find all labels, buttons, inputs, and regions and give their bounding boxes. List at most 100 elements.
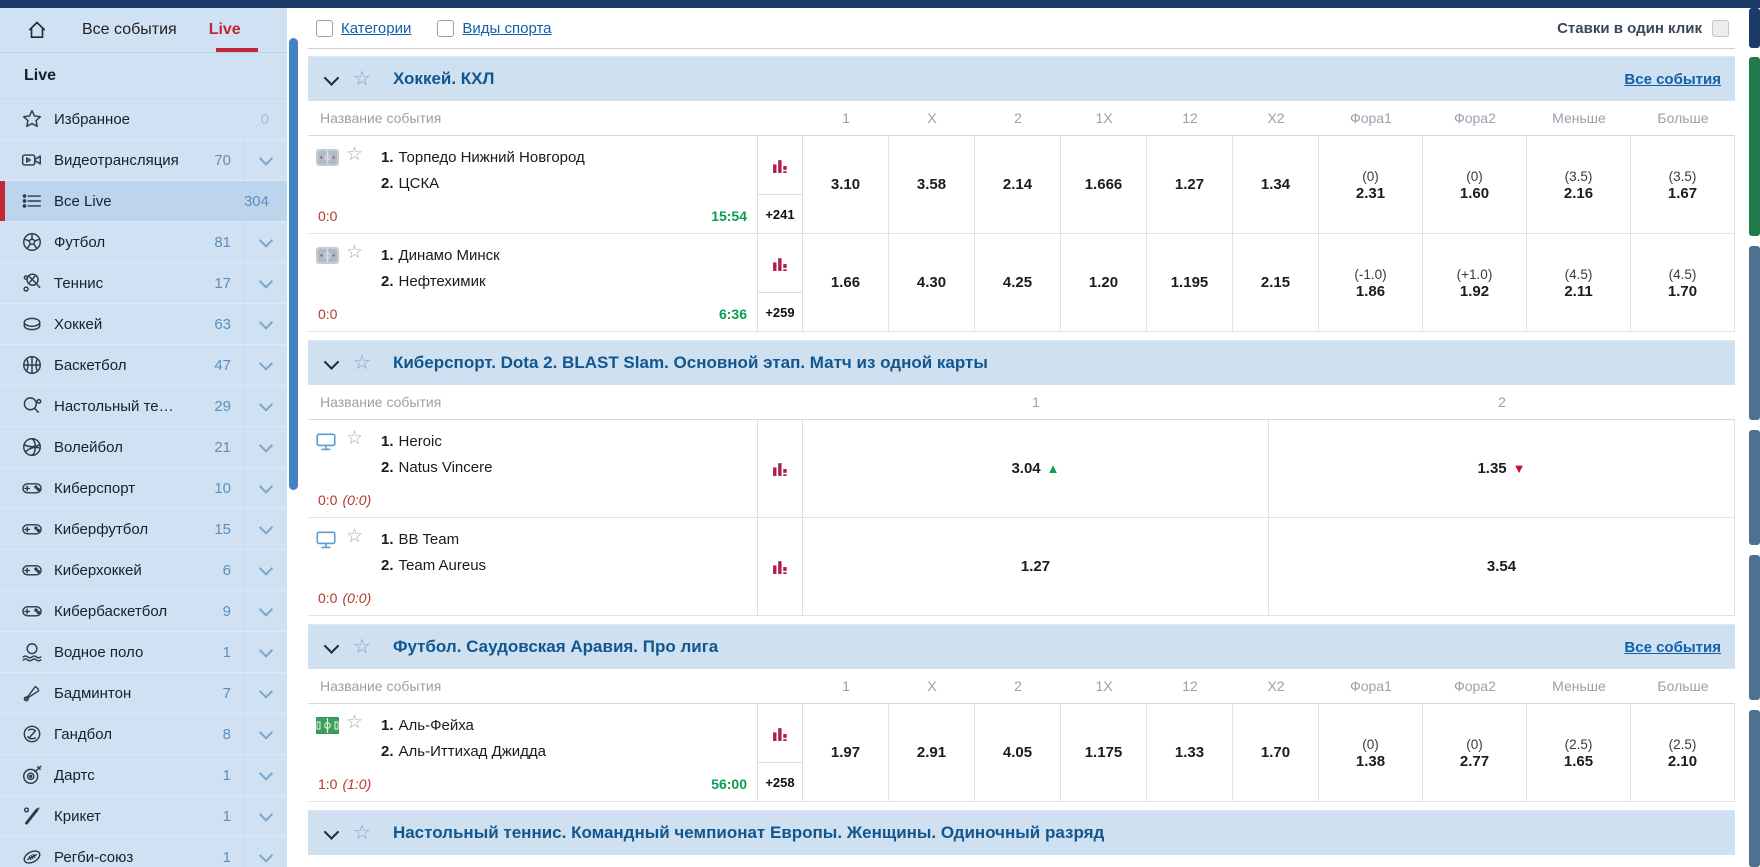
odds-cell[interactable]: 3.10 <box>803 136 889 233</box>
odds-cell[interactable]: 1.34 <box>1233 136 1319 233</box>
odds-cell[interactable]: 1.175 <box>1061 704 1147 801</box>
odds-cell[interactable]: (3.5) 2.16 <box>1527 136 1631 233</box>
chevron-down-icon[interactable] <box>244 591 287 631</box>
chevron-down-icon[interactable] <box>244 140 287 180</box>
event-name-cell[interactable]: ☆ 1. Торпедо Нижний Новгород 2. ЦСКА 0:0 1… <box>308 136 757 233</box>
chevron-down-icon[interactable] <box>244 427 287 467</box>
chevron-down-icon[interactable] <box>244 468 287 508</box>
sidebar-item-кибербаскетбол[interactable]: Кибербаскетбол 9 <box>0 591 287 632</box>
odds-cell[interactable]: 3.54 <box>1269 518 1735 615</box>
sidebar-item-все-live[interactable]: Все Live 304 <box>0 181 287 222</box>
favorite-star-icon[interactable]: ☆ <box>346 144 364 165</box>
sports-link[interactable]: Виды спорта <box>462 19 552 37</box>
odds-cell[interactable]: 1.33 <box>1147 704 1233 801</box>
favorite-star-icon[interactable]: ☆ <box>353 822 371 844</box>
odds-cell[interactable]: 2.91 <box>889 704 975 801</box>
chevron-down-icon[interactable] <box>244 714 287 754</box>
odds-cell[interactable]: 4.30 <box>889 234 975 331</box>
categories-checkbox[interactable] <box>316 19 333 37</box>
odds-cell[interactable]: (-1.0) 1.86 <box>1319 234 1423 331</box>
more-markets-count[interactable]: +258 <box>765 774 795 790</box>
sidebar-item-теннис[interactable]: Теннис 17 <box>0 263 287 304</box>
event-name-cell[interactable]: ☆ 1. Аль-Фейха 2. Аль-Иттихад Джидда 1:0 (1… <box>308 704 757 801</box>
all-events-link[interactable]: Все события <box>1624 70 1721 88</box>
sidebar-item-видеотрансляция[interactable]: Видеотрансляция 70 <box>0 140 287 181</box>
odds-cell[interactable]: 1.20 <box>1061 234 1147 331</box>
odds-cell[interactable]: (0) 2.77 <box>1423 704 1527 801</box>
odds-cell[interactable]: 1.27 <box>803 518 1269 615</box>
chevron-down-icon[interactable] <box>244 304 287 344</box>
odds-cell[interactable]: 1.35 ▼ <box>1269 420 1735 517</box>
sidebar-item-бадминтон[interactable]: Бадминтон 7 <box>0 673 287 714</box>
sidebar-item-футбол[interactable]: Футбол 81 <box>0 222 287 263</box>
odds-cell[interactable]: (0) 1.60 <box>1423 136 1527 233</box>
odds-cell[interactable]: (4.5) 1.70 <box>1631 234 1735 331</box>
collapse-chevron-icon[interactable] <box>323 823 340 840</box>
sidebar-item-волейбол[interactable]: Волейбол 21 <box>0 427 287 468</box>
favorite-star-icon[interactable]: ☆ <box>346 712 364 733</box>
odds-cell[interactable]: (2.5) 2.10 <box>1631 704 1735 801</box>
odds-cell[interactable]: 1.70 <box>1233 704 1319 801</box>
odds-cell[interactable]: (4.5) 2.11 <box>1527 234 1631 331</box>
event-name-cell[interactable]: ☆ 1. Динамо Минск 2. Нефтехимик 0:0 6:36 <box>308 234 757 331</box>
odds-cell[interactable]: (+1.0) 1.92 <box>1423 234 1527 331</box>
chevron-down-icon[interactable] <box>244 837 287 867</box>
sidebar-item-крикет[interactable]: Крикет 1 <box>0 796 287 837</box>
chevron-down-icon[interactable] <box>244 345 287 385</box>
odds-cell[interactable]: 2.15 <box>1233 234 1319 331</box>
chevron-down-icon[interactable] <box>244 755 287 795</box>
sidebar-item-хоккей[interactable]: Хоккей 63 <box>0 304 287 345</box>
stats-chart-icon[interactable] <box>758 420 802 517</box>
odds-cell[interactable]: 1.195 <box>1147 234 1233 331</box>
odds-cell[interactable]: (0) 2.31 <box>1319 136 1423 233</box>
one-click-checkbox[interactable] <box>1712 19 1729 37</box>
odds-cell[interactable]: 3.04 ▲ <box>803 420 1269 517</box>
favorite-star-icon[interactable]: ☆ <box>353 68 371 90</box>
event-name-cell[interactable]: ☆ 1. Heroic 2. Natus Vincere 0:0 (0:0) <box>308 420 757 517</box>
collapse-chevron-icon[interactable] <box>323 353 340 370</box>
odds-cell[interactable]: (3.5) 1.67 <box>1631 136 1735 233</box>
stats-chart-icon[interactable] <box>758 136 802 195</box>
chevron-down-icon[interactable] <box>244 263 287 303</box>
more-markets-count[interactable]: +241 <box>765 206 795 222</box>
odds-cell[interactable]: 1.666 <box>1061 136 1147 233</box>
chevron-down-icon[interactable] <box>244 632 287 672</box>
odds-cell[interactable]: (0) 1.38 <box>1319 704 1423 801</box>
favorite-star-icon[interactable]: ☆ <box>353 636 371 658</box>
sidebar-item-настольный-те-[interactable]: Настольный те… 29 <box>0 386 287 427</box>
sidebar-item-избранное[interactable]: Избранное 0 <box>0 99 287 140</box>
all-events-link[interactable]: Все события <box>1624 638 1721 656</box>
categories-link[interactable]: Категории <box>341 19 412 37</box>
stats-chart-icon[interactable] <box>758 704 802 763</box>
collapse-chevron-icon[interactable] <box>323 69 340 86</box>
stats-chart-icon[interactable] <box>758 234 802 293</box>
chevron-down-icon[interactable] <box>244 550 287 590</box>
home-icon[interactable] <box>26 19 48 41</box>
sidebar-item-гандбол[interactable]: Гандбол 8 <box>0 714 287 755</box>
favorite-star-icon[interactable]: ☆ <box>346 428 364 449</box>
favorite-star-icon[interactable]: ☆ <box>346 526 364 547</box>
sidebar-item-киберспорт[interactable]: Киберспорт 10 <box>0 468 287 509</box>
sidebar-item-дартс[interactable]: Дартс 1 <box>0 755 287 796</box>
chevron-down-icon[interactable] <box>244 509 287 549</box>
stats-chart-icon[interactable] <box>758 518 802 615</box>
odds-cell[interactable]: 1.27 <box>1147 136 1233 233</box>
favorite-star-icon[interactable]: ☆ <box>353 352 371 374</box>
chevron-down-icon[interactable] <box>244 386 287 426</box>
sidebar-item-киберфутбол[interactable]: Киберфутбол 15 <box>0 509 287 550</box>
sports-checkbox[interactable] <box>437 19 455 37</box>
chevron-down-icon[interactable] <box>244 673 287 713</box>
more-markets-count[interactable]: +259 <box>765 304 795 320</box>
favorite-star-icon[interactable]: ☆ <box>346 242 364 263</box>
odds-cell[interactable]: (2.5) 1.65 <box>1527 704 1631 801</box>
odds-cell[interactable]: 4.25 <box>975 234 1061 331</box>
sidebar-item-регби-союз[interactable]: Регби-союз 1 <box>0 837 287 867</box>
sidebar-item-киберхоккей[interactable]: Киберхоккей 6 <box>0 550 287 591</box>
odds-cell[interactable]: 3.58 <box>889 136 975 233</box>
chevron-down-icon[interactable] <box>244 796 287 836</box>
event-name-cell[interactable]: ☆ 1. BB Team 2. Team Aureus 0:0 (0:0) <box>308 518 757 615</box>
odds-cell[interactable]: 1.66 <box>803 234 889 331</box>
chevron-down-icon[interactable] <box>244 222 287 262</box>
sidebar-item-баскетбол[interactable]: Баскетбол 47 <box>0 345 287 386</box>
odds-cell[interactable]: 2.14 <box>975 136 1061 233</box>
